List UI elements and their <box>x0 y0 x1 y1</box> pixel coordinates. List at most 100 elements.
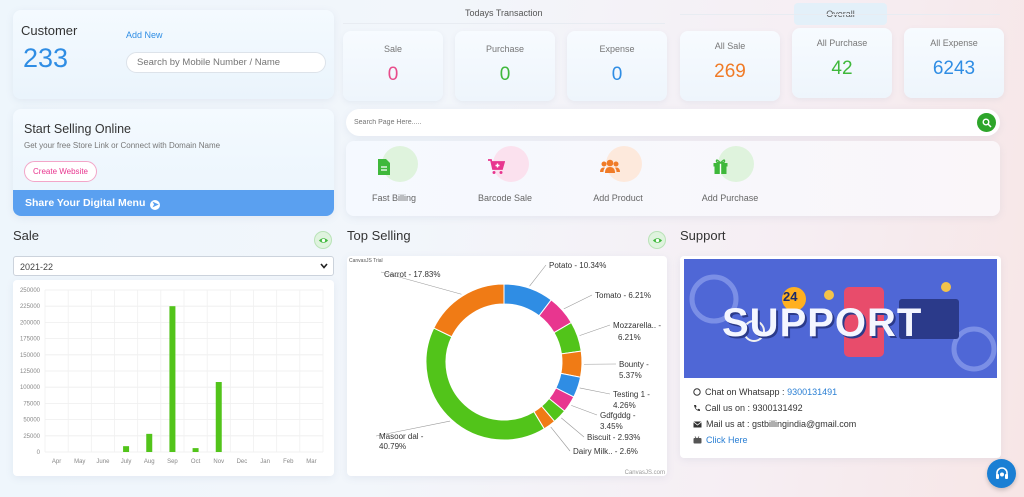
phone-icon <box>694 405 700 411</box>
sale-x-tick: June <box>96 459 110 465</box>
quick-action-bubble <box>368 146 420 186</box>
sale-x-tick: Jan <box>260 459 270 465</box>
pie-slice-bounty[interactable] <box>560 350 583 378</box>
sale-year-select[interactable]: 2021-22 <box>13 256 334 276</box>
stat-value: 6243 <box>932 58 976 79</box>
sale-bar-aug[interactable] <box>146 433 153 452</box>
stat-label: All Purchase <box>816 38 868 48</box>
stat-value: 0 <box>387 64 399 85</box>
pie-label: Dairy Milk.. - 2.6% <box>573 447 638 456</box>
pie-label: Bounty -5.37% <box>619 360 649 380</box>
quick-action-label: Barcode Sale <box>477 193 533 203</box>
sale-y-tick: 25000 <box>23 434 40 440</box>
sale-y-tick: 150000 <box>20 353 41 359</box>
page-search-bar <box>346 109 1000 136</box>
overall-all-purchase-card[interactable]: All Purchase 42 <box>792 28 892 98</box>
overall-all-sale-card[interactable]: All Sale 269 <box>680 31 780 101</box>
today-sale-card[interactable]: Sale 0 <box>343 31 443 101</box>
sale-x-tick: Nov <box>213 459 224 465</box>
pie-label-connector <box>579 387 611 395</box>
support-illustration <box>689 274 997 372</box>
today-transaction-label: Todays Transaction <box>465 8 543 18</box>
call-label: Call us on : 9300131492 <box>705 403 803 413</box>
quick-action-add-product[interactable]: Add Product <box>563 146 673 203</box>
support-banner-badge: 24 <box>783 289 798 304</box>
sale-y-tick: 225000 <box>20 304 41 310</box>
support-card: 24 SUPPORT Chat on Whatsapp : 9300131491… <box>680 256 1001 458</box>
sale-chart-card: 0 25000 50000 75000 100000 125000 150000 175000… <box>13 280 334 476</box>
search-button[interactable] <box>977 113 996 132</box>
digital-menu-label: Share Your Digital Menu <box>25 197 146 209</box>
whatsapp-number-link[interactable]: 9300131491 <box>787 387 838 397</box>
mail-label: Mail us at : gstbillingindia@gmail.com <box>706 419 857 429</box>
top-selling-chart-card: Potato - 10.34% Tomato - 6.21% Mozzarella.… <box>347 256 667 476</box>
pie-label: Biscuit - 2.93% <box>587 433 640 442</box>
stat-value: 0 <box>611 64 623 85</box>
pie-label-connector <box>563 294 593 310</box>
pie-slice-carrot[interactable] <box>433 283 505 338</box>
customer-card: Customer 233 Add New <box>13 10 334 99</box>
online-card: Start Selling Online Get your free Store… <box>13 109 334 216</box>
quick-action-fast-billing[interactable]: Fast Billing <box>339 146 449 203</box>
stat-value: 42 <box>831 58 853 79</box>
pie-label-connector <box>529 264 547 287</box>
add-new-link[interactable]: Add New <box>126 30 163 40</box>
sale-bar-nov[interactable] <box>215 382 222 452</box>
sale-bar-sep[interactable] <box>169 306 176 452</box>
top-selling-doughnut-chart: Potato - 10.34% Tomato - 6.21% Mozzarella.… <box>349 258 665 476</box>
sale-y-tick: 200000 <box>20 320 41 326</box>
sale-y-tick: 125000 <box>20 369 41 375</box>
pie-slice-masoor-dal[interactable] <box>425 327 545 441</box>
page-search-input[interactable] <box>354 114 954 131</box>
eye-icon <box>652 237 662 243</box>
sale-x-tick: Sep <box>167 459 178 465</box>
pie-label: Potato - 10.34% <box>549 261 606 270</box>
create-website-label: Create Website <box>33 167 88 176</box>
pie-label-connector <box>561 417 585 438</box>
sale-visibility-toggle[interactable] <box>314 231 332 249</box>
sale-bar-july[interactable] <box>123 446 130 452</box>
sale-bar-oct[interactable] <box>192 448 199 452</box>
sale-x-tick: May <box>74 459 85 465</box>
envelope-icon <box>693 420 702 427</box>
eye-icon <box>318 237 328 243</box>
sale-x-tick: July <box>121 459 132 465</box>
sale-x-tick: Dec <box>237 459 248 465</box>
file-icon <box>376 158 392 181</box>
gift-icon <box>712 158 729 180</box>
help-chat-button[interactable] <box>987 459 1016 488</box>
stat-label: All Expense <box>930 38 978 48</box>
quick-action-barcode-sale[interactable]: Barcode Sale <box>450 146 560 203</box>
sale-x-tick: Oct <box>191 459 201 465</box>
sale-year-value: 2021-22 <box>20 262 54 272</box>
quick-action-bubble <box>704 146 756 186</box>
pie-label-connector <box>579 324 611 336</box>
overall-all-expense-card[interactable]: All Expense 6243 <box>904 28 1004 98</box>
sale-y-tick: 50000 <box>23 418 40 424</box>
quick-action-add-purchase[interactable]: Add Purchase <box>675 146 785 203</box>
pie-label: Masoor dal -40.79% <box>379 432 424 451</box>
today-expense-card[interactable]: Expense 0 <box>567 31 667 101</box>
sale-x-tick: Aug <box>144 459 155 465</box>
top-selling-visibility-toggle[interactable] <box>648 231 666 249</box>
customer-search-input[interactable] <box>126 52 326 73</box>
pie-label: Mozzarella.. -6.21% <box>613 321 661 342</box>
today-underline <box>343 23 665 24</box>
chart-credit-link[interactable]: CanvasJS.com <box>625 470 665 476</box>
quick-action-bubble <box>479 146 531 186</box>
sale-y-tick: 250000 <box>20 288 41 294</box>
quick-action-label: Fast Billing <box>371 193 416 203</box>
whatsapp-icon <box>693 388 701 396</box>
sale-y-tick: 75000 <box>23 401 40 407</box>
youtube-link[interactable]: Click Here <box>706 435 748 445</box>
users-icon <box>600 158 620 179</box>
create-website-button[interactable]: Create Website <box>24 161 97 182</box>
today-purchase-card[interactable]: Purchase 0 <box>455 31 555 101</box>
stat-label: Purchase <box>485 44 525 54</box>
digital-menu-button[interactable]: Share Your Digital Menu ➤ <box>13 190 334 216</box>
sale-title: Sale <box>13 228 40 243</box>
stat-label: Sale <box>383 44 402 54</box>
overall-underline <box>680 14 1000 15</box>
search-icon <box>982 118 992 128</box>
support-banner: 24 SUPPORT <box>684 259 997 378</box>
